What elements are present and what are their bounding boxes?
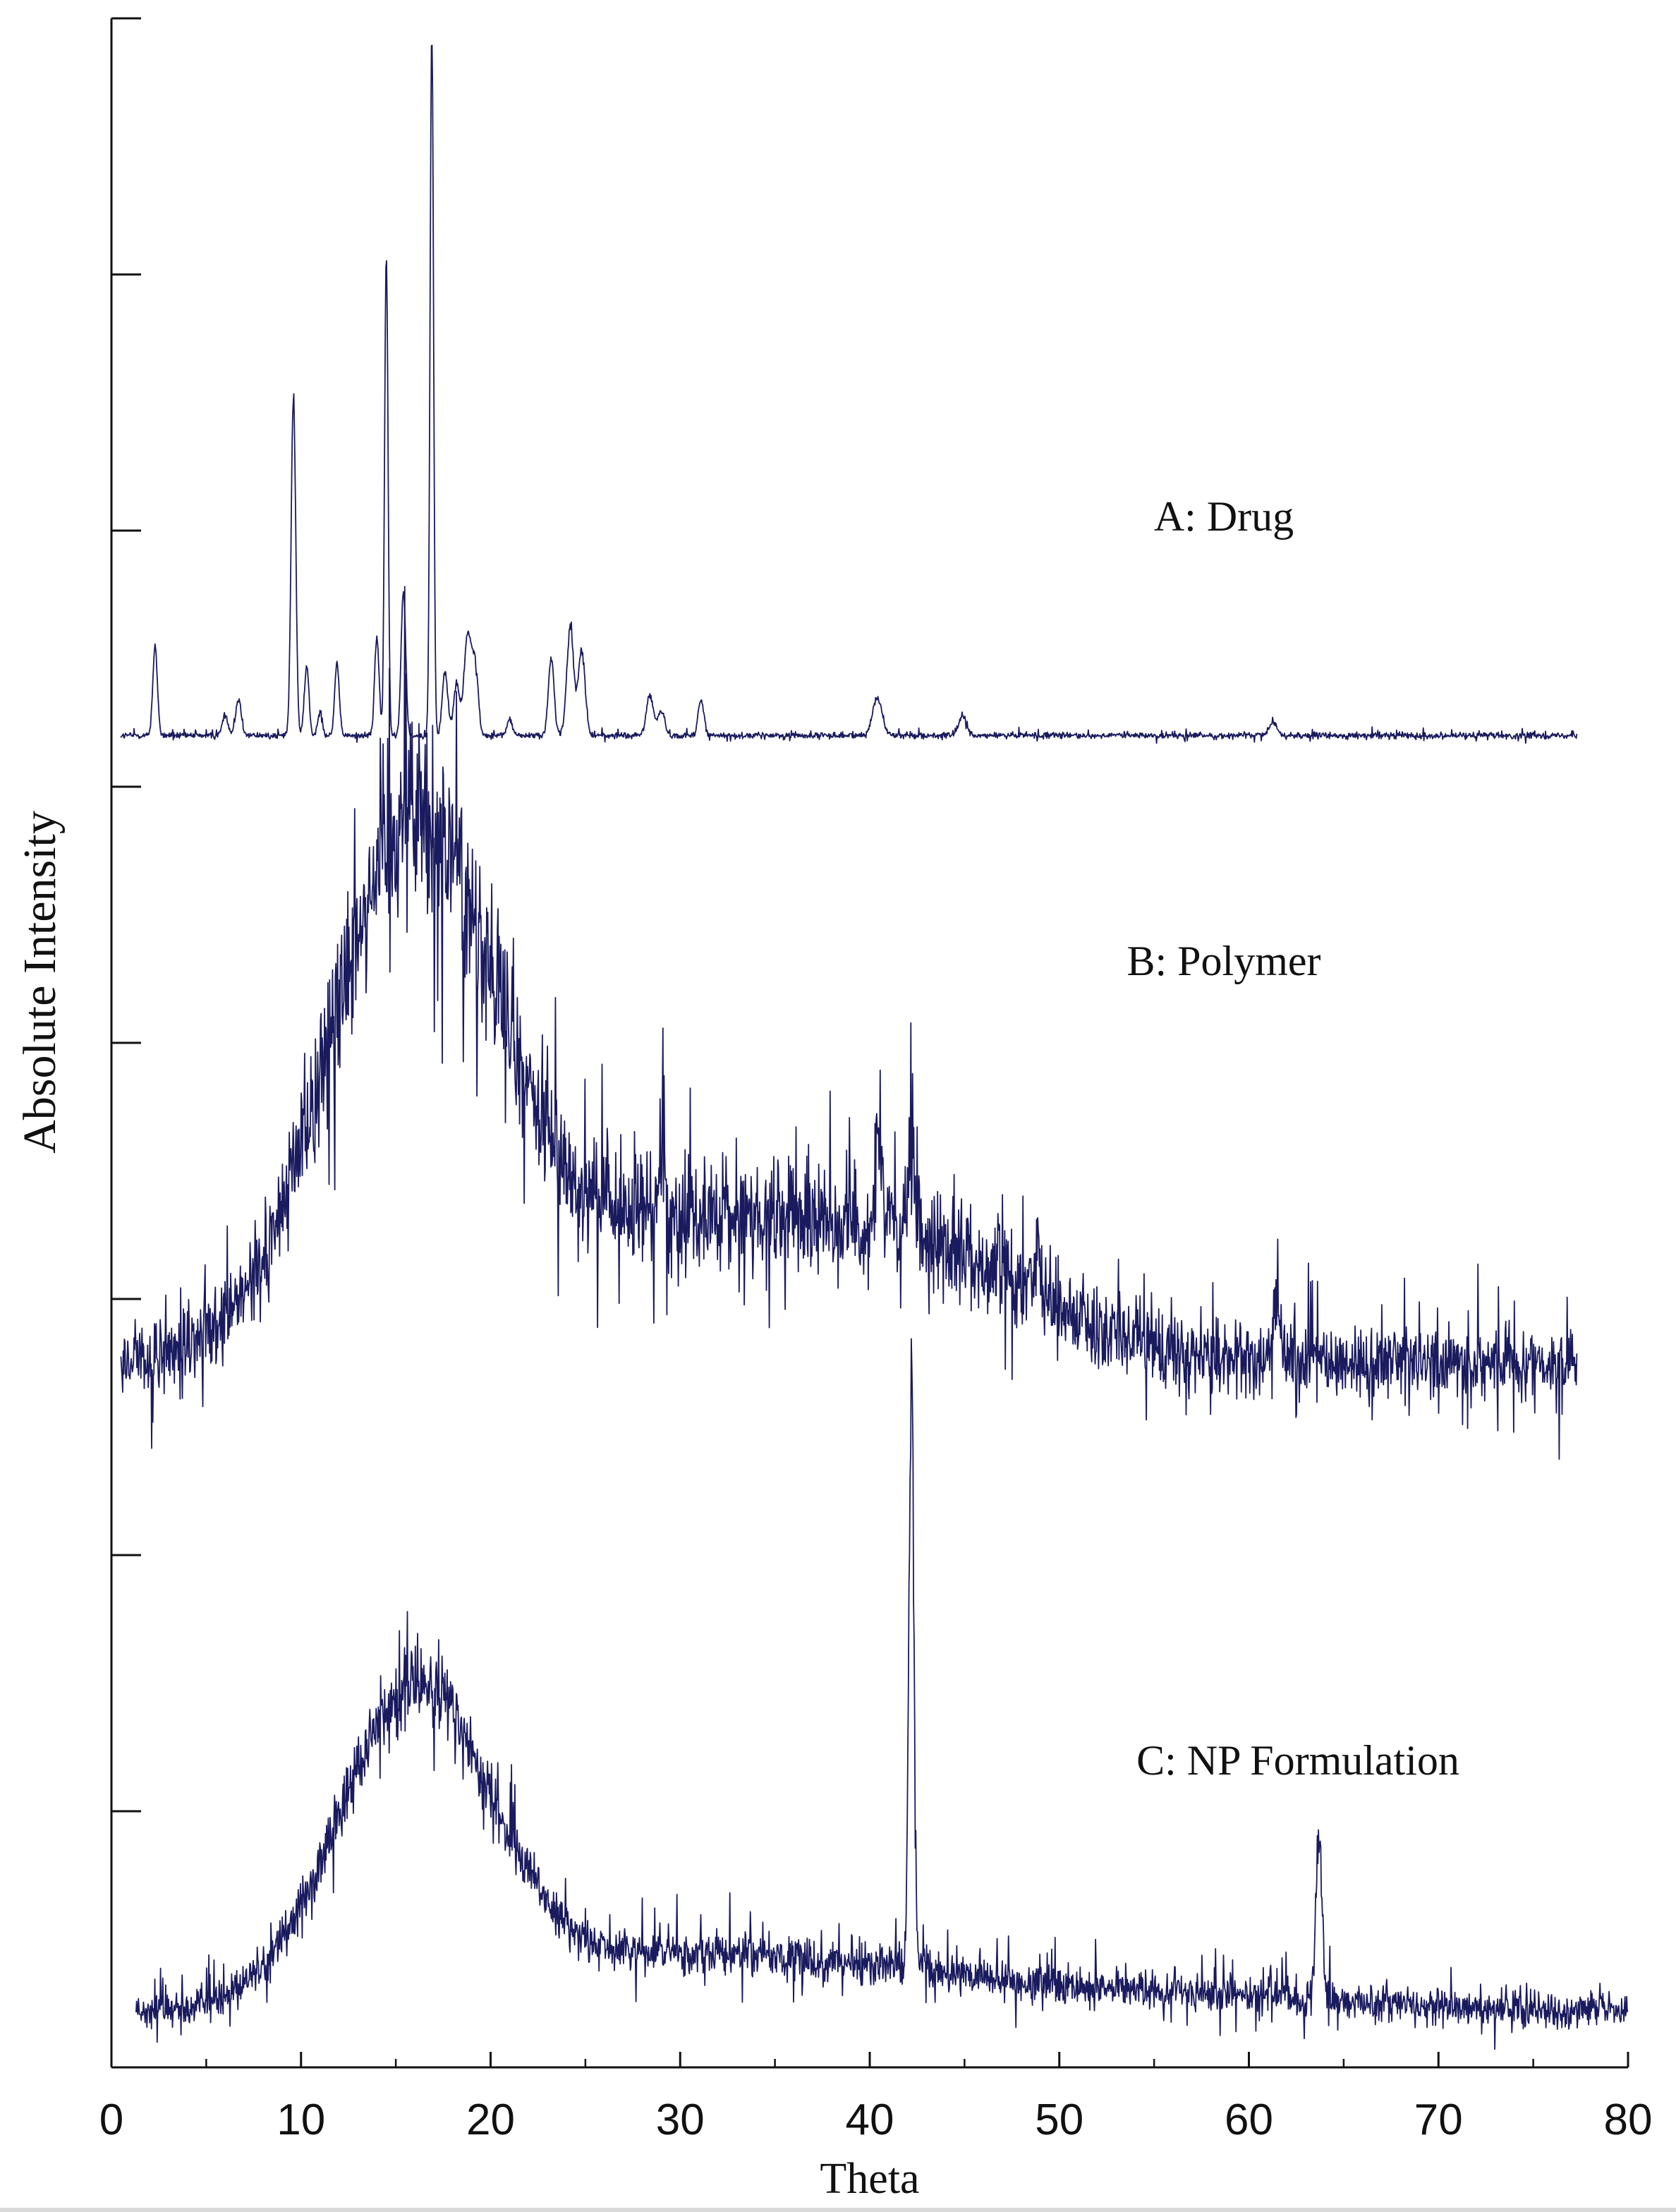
x-tick-label-80: 80	[1604, 2096, 1653, 2144]
series-line-1	[120, 44, 1578, 744]
series-label-1: A: Drug	[1154, 493, 1294, 540]
x-tick-label-50: 50	[1035, 2096, 1083, 2144]
x-tick-label-20: 20	[466, 2096, 515, 2144]
series-line-2	[120, 586, 1578, 1461]
x-tick-label-60: 60	[1225, 2096, 1273, 2144]
bottom-rule	[0, 2208, 1676, 2212]
curves-group	[120, 44, 1629, 2050]
series-labels-group: A: Drug B: Polymer C: NP Formulation	[1127, 493, 1459, 1784]
x-tick-label-0: 0	[99, 2096, 123, 2144]
y-axis-label: Absolute Intensity	[14, 811, 66, 1154]
axes-group: 0 10 20 30 40 50 60 70 80	[99, 17, 1653, 2144]
x-tick-label-70: 70	[1414, 2096, 1463, 2144]
series-line-3	[135, 1338, 1629, 2050]
x-tick-label-40: 40	[846, 2096, 894, 2144]
series-label-3: C: NP Formulation	[1136, 1737, 1459, 1784]
series-label-2: B: Polymer	[1127, 938, 1320, 984]
x-tick-label-10: 10	[277, 2096, 325, 2144]
x-axis-label: Theta	[820, 2155, 919, 2203]
x-tick-label-30: 30	[656, 2096, 705, 2144]
